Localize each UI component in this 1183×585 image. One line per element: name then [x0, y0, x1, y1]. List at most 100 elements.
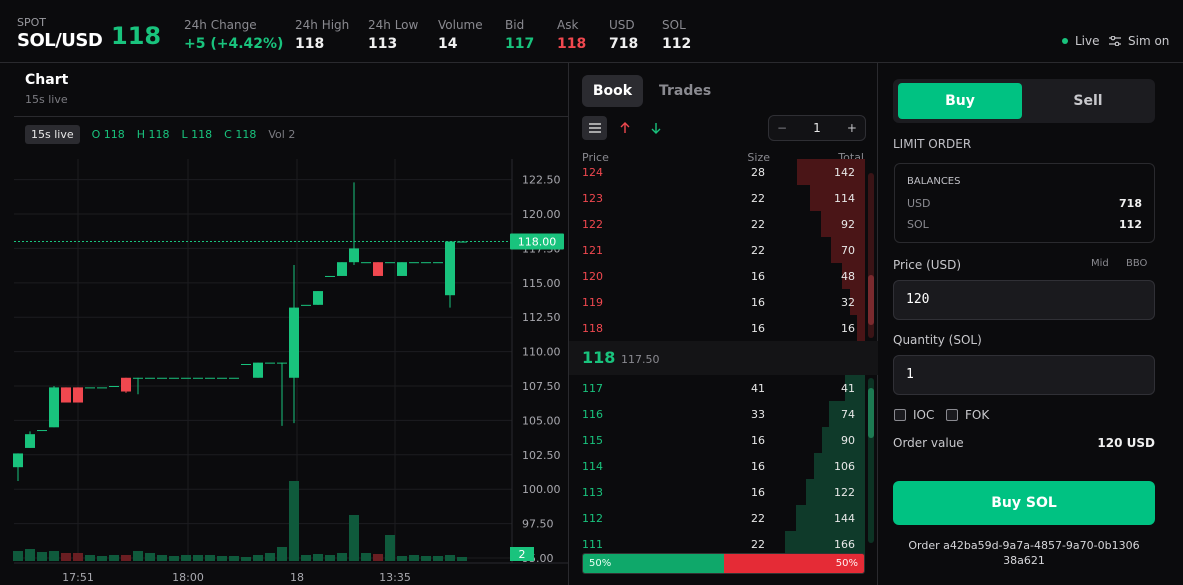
spread-mid-price: 117.50 [621, 353, 660, 366]
volume-bar [397, 556, 407, 561]
stepper-value: 1 [813, 121, 821, 135]
tab-trades[interactable]: Trades [659, 83, 712, 99]
y-tick-label: 107.50 [522, 380, 561, 393]
depth-bar [831, 237, 865, 263]
ask-row[interactable]: 123 22 114 [569, 185, 878, 211]
arrow-down-icon[interactable] [643, 116, 668, 140]
submit-buy-button[interactable]: Buy SOL [893, 481, 1155, 525]
depth-bar [842, 263, 865, 289]
balance-asset: SOL [907, 218, 929, 231]
row-total: 16 [841, 322, 855, 335]
row-price: 111 [582, 538, 603, 551]
stat-label: 24h Change [184, 18, 257, 32]
sell-tab-button[interactable]: Sell [1073, 93, 1103, 109]
ask-row[interactable]: 122 22 92 [569, 211, 878, 237]
live-dot-icon [1062, 38, 1068, 44]
bid-row[interactable]: 114 16 106 [569, 453, 878, 479]
row-price: 117 [582, 382, 603, 395]
sell-ratio: 50% [723, 554, 864, 573]
depth-bar [796, 505, 865, 531]
quantity-label: Quantity (SOL) [893, 333, 982, 347]
fok-checkbox[interactable]: FOK [946, 408, 989, 422]
volume-bar [169, 556, 179, 561]
bids-scrollbar[interactable] [868, 378, 874, 543]
row-total: 32 [841, 296, 855, 309]
ioc-label: IOC [913, 408, 935, 422]
balance-amount: 112 [1119, 218, 1142, 231]
row-total: 74 [841, 408, 855, 421]
side-toggle: Buy Sell [893, 79, 1155, 123]
ohlc-low: L 118 [181, 128, 213, 141]
menu-icon[interactable] [582, 116, 607, 140]
price-input[interactable]: 120 [893, 280, 1155, 320]
row-size: 41 [751, 382, 765, 395]
volume-bar [25, 549, 35, 561]
volume-tag-bg [510, 547, 534, 561]
bid-row[interactable]: 111 22 166 [569, 531, 878, 557]
ask-row[interactable]: 121 22 70 [569, 237, 878, 263]
stepper-minus-button[interactable]: − [777, 121, 788, 135]
volume-bar [241, 557, 251, 561]
volume-bar [421, 556, 431, 561]
bbo-price-button[interactable]: BBO [1126, 258, 1148, 269]
row-total: 48 [841, 270, 855, 283]
interval-selector[interactable]: 15s live [25, 125, 80, 144]
stat-usd: USD 718 [609, 18, 638, 52]
buy-tab-button[interactable]: Buy [898, 83, 1022, 119]
x-tick-label: 18:00 [172, 571, 204, 584]
stat-value: 117 [505, 36, 535, 52]
y-tick-label: 110.00 [522, 346, 561, 359]
ask-row[interactable]: 124 28 142 [569, 159, 878, 185]
row-size: 16 [751, 434, 765, 447]
volume-bar [373, 554, 383, 561]
y-tick-label: 115.00 [522, 277, 561, 290]
asks-scrollbar[interactable] [868, 173, 874, 338]
stat-value: 14 [438, 36, 458, 52]
pair-selector[interactable]: SOL/USD [17, 30, 103, 51]
bid-row[interactable]: 113 16 122 [569, 479, 878, 505]
arrow-up-icon[interactable] [612, 116, 637, 140]
y-tick-label: 105.00 [522, 414, 561, 427]
quantity-input[interactable]: 1 [893, 355, 1155, 395]
volume-bar [337, 553, 347, 561]
candle-body [337, 262, 347, 276]
mid-price-button[interactable]: Mid [1091, 258, 1109, 269]
stat-volume: Volume 14 [438, 18, 483, 52]
ioc-checkbox[interactable]: IOC [894, 408, 934, 422]
bid-row[interactable]: 115 16 90 [569, 427, 878, 453]
stat-24h-high: 24h High 118 [295, 18, 349, 52]
ask-row[interactable]: 120 16 48 [569, 263, 878, 289]
header-size: Size [747, 151, 770, 164]
ask-row[interactable]: 119 16 32 [569, 289, 878, 315]
sim-toggle[interactable]: Sim on [1109, 34, 1169, 48]
depth-bar [785, 531, 865, 557]
volume-bar [109, 555, 119, 561]
balances-card: BALANCES USD 718 SOL 112 [894, 163, 1155, 243]
order-form-panel: Buy Sell LIMIT ORDER BALANCES USD 718 SO… [878, 63, 1183, 585]
bid-row[interactable]: 117 41 41 [569, 375, 878, 401]
stat-label: SOL [662, 18, 686, 32]
tick-size-stepper[interactable]: − 1 + [768, 115, 866, 141]
bid-row[interactable]: 112 22 144 [569, 505, 878, 531]
spread-last-price: 118 [582, 348, 616, 367]
row-total: 166 [834, 538, 855, 551]
volume-bar [301, 555, 311, 561]
price-label: Price (USD) [893, 258, 962, 272]
tab-book[interactable]: Book [582, 75, 643, 107]
bid-row[interactable]: 116 33 74 [569, 401, 878, 427]
volume-bar [61, 553, 71, 561]
ask-row[interactable]: 118 16 16 [569, 315, 878, 341]
stepper-plus-button[interactable]: + [846, 121, 857, 135]
x-tick-label: 17:51 [62, 571, 94, 584]
row-total: 92 [841, 218, 855, 231]
volume-bar [121, 555, 131, 561]
row-size: 22 [751, 244, 765, 257]
buy-sell-ratio-bar: 50% 50% [582, 553, 865, 574]
stat-bid: Bid 117 [505, 18, 534, 52]
row-size: 22 [751, 512, 765, 525]
volume-bar [49, 551, 59, 561]
candlestick-chart[interactable]: 122.50120.00117.50115.00112.50110.00107.… [0, 153, 568, 585]
ohlc-volume: Vol 2 [268, 128, 296, 141]
stat-value: 112 [662, 36, 692, 52]
volume-bar [433, 556, 443, 561]
